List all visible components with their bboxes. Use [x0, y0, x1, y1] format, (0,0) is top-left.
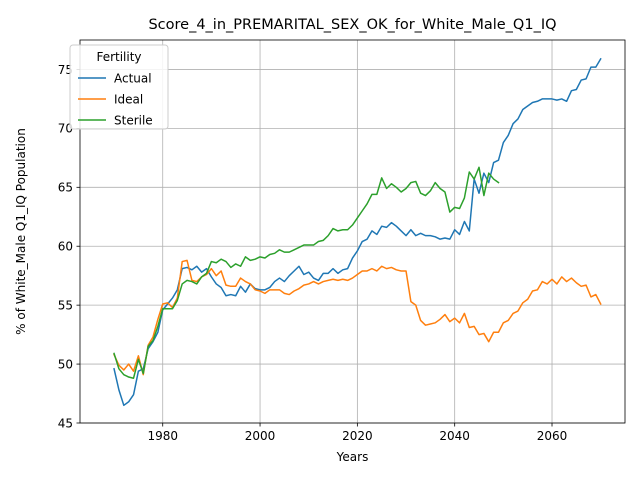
x-tick-label: 2060: [537, 429, 568, 443]
chart-title: Score_4_in_PREMARITAL_SEX_OK_for_White_M…: [148, 17, 556, 33]
x-tick-label: 2040: [439, 429, 470, 443]
series-line-ideal: [113, 259, 602, 376]
y-axis: 45 50 55 60 65 70 75: [58, 63, 80, 430]
legend-label-sterile: Sterile: [114, 113, 153, 127]
y-tick-label: 45: [58, 416, 73, 430]
legend-title: Fertility: [96, 50, 141, 64]
legend: Fertility Actual Ideal Sterile: [69, 44, 169, 130]
x-axis: 1980 2000 2020 2040 2060: [147, 423, 567, 443]
legend-box: [69, 44, 169, 130]
legend-label-actual: Actual: [114, 71, 152, 85]
y-tick-label: 65: [58, 181, 73, 195]
y-tick-label: 55: [58, 298, 73, 312]
series-line-actual: [113, 57, 602, 407]
x-axis-label: Years: [336, 450, 369, 464]
y-axis-label: % of White_Male Q1_IQ Population: [14, 128, 28, 335]
y-tick-label: 75: [58, 63, 73, 77]
series-layer: [113, 57, 602, 407]
plot-area-frame: [79, 39, 626, 424]
y-tick-label: 60: [58, 240, 73, 254]
x-tick-label: 1980: [147, 429, 178, 443]
legend-items: Actual Ideal Sterile: [78, 71, 153, 127]
x-tick-label: 2020: [342, 429, 373, 443]
legend-label-ideal: Ideal: [114, 92, 143, 106]
y-tick-label: 50: [58, 357, 73, 371]
series-line-sterile: [113, 166, 500, 379]
x-tick-label: 2000: [245, 429, 276, 443]
y-tick-label: 70: [58, 122, 73, 136]
